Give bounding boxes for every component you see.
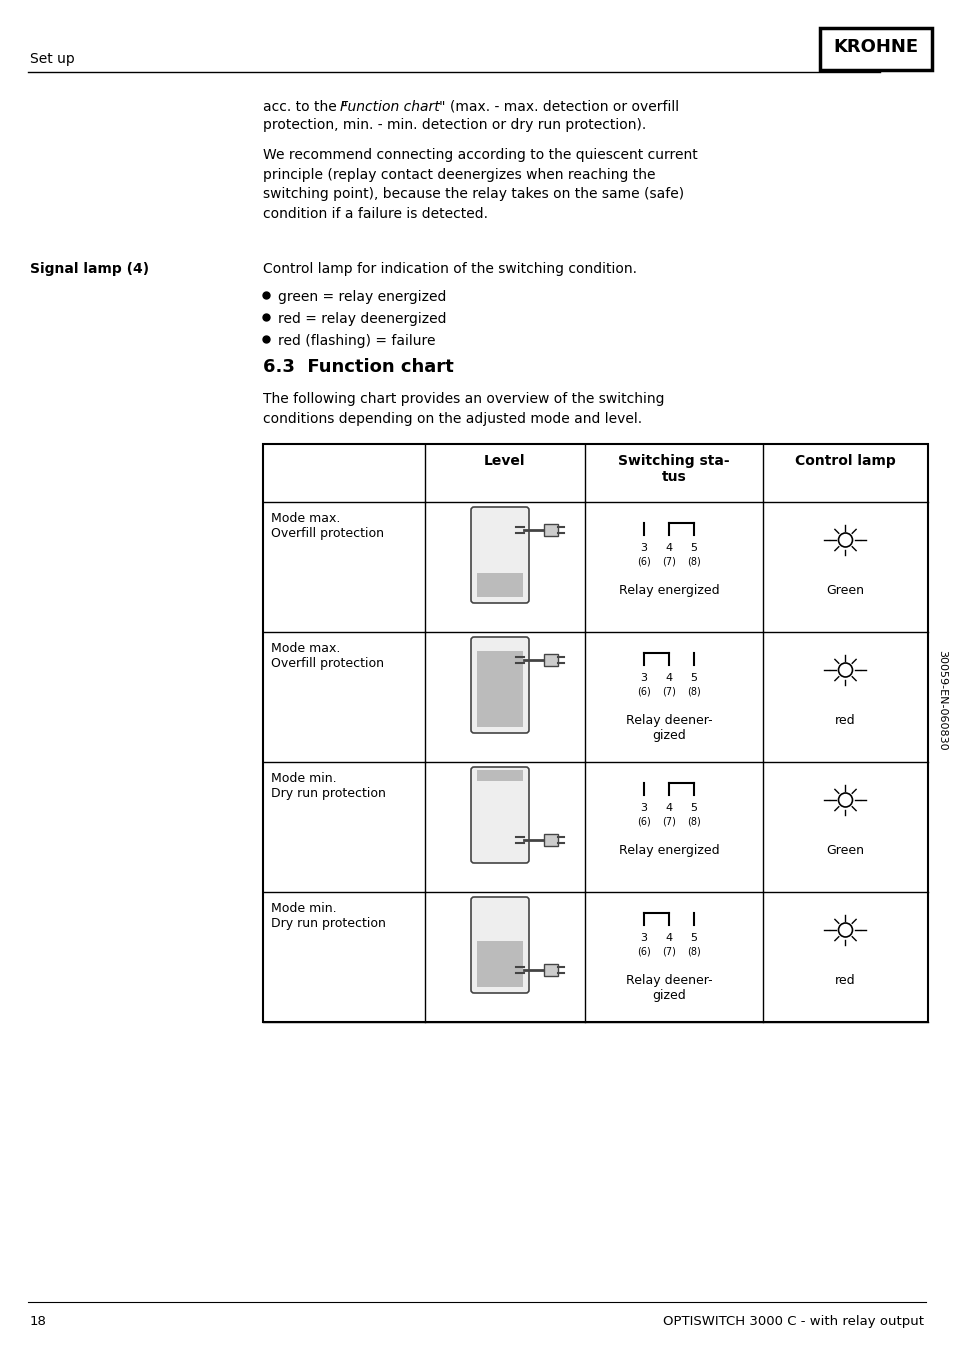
Text: Mode min.
Dry run protection: Mode min. Dry run protection [271, 772, 385, 800]
Bar [543, 654, 558, 665]
Text: 3: 3 [639, 544, 647, 553]
Bar [476, 573, 522, 598]
Text: red: red [834, 973, 855, 987]
Text: Signal lamp (4): Signal lamp (4) [30, 262, 149, 276]
Text: The following chart provides an overview of the switching
conditions depending o: The following chart provides an overview… [263, 392, 664, 426]
Text: green = relay energized: green = relay energized [277, 289, 446, 304]
Bar [543, 523, 558, 535]
Text: 3: 3 [639, 803, 647, 813]
Text: Mode min.
Dry run protection: Mode min. Dry run protection [271, 902, 385, 930]
Text: (6): (6) [637, 556, 650, 566]
Text: 5: 5 [690, 544, 697, 553]
Bar [543, 964, 558, 976]
Text: (7): (7) [661, 817, 676, 826]
Text: red = relay deenergized: red = relay deenergized [277, 312, 446, 326]
Text: 5: 5 [690, 933, 697, 942]
Text: (6): (6) [637, 817, 650, 826]
Text: 3: 3 [639, 673, 647, 683]
FancyBboxPatch shape [471, 507, 529, 603]
Text: Green: Green [825, 844, 863, 857]
Text: Relay deener-
gized: Relay deener- gized [625, 973, 712, 1002]
Text: acc. to the ": acc. to the " [263, 100, 347, 114]
Text: Control lamp for indication of the switching condition.: Control lamp for indication of the switc… [263, 262, 637, 276]
Text: 5: 5 [690, 803, 697, 813]
Text: Switching sta-
tus: Switching sta- tus [618, 454, 729, 484]
Text: (7): (7) [661, 685, 676, 696]
Text: (7): (7) [661, 946, 676, 956]
Bar [476, 650, 522, 727]
Text: We recommend connecting according to the quiescent current
principle (replay con: We recommend connecting according to the… [263, 147, 697, 220]
FancyBboxPatch shape [471, 767, 529, 863]
Text: Relay energized: Relay energized [618, 584, 719, 598]
Text: KROHNE: KROHNE [833, 38, 918, 55]
Text: Function chart: Function chart [339, 100, 439, 114]
Bar [476, 941, 522, 987]
Text: red (flashing) = failure: red (flashing) = failure [277, 334, 435, 347]
Text: Relay energized: Relay energized [618, 844, 719, 857]
Text: 30059-EN-060830: 30059-EN-060830 [936, 650, 946, 750]
Text: 3: 3 [639, 933, 647, 942]
Text: protection, min. - min. detection or dry run protection).: protection, min. - min. detection or dry… [263, 118, 645, 132]
Text: (8): (8) [686, 556, 700, 566]
Text: (6): (6) [637, 946, 650, 956]
Text: 5: 5 [690, 673, 697, 683]
Text: (6): (6) [637, 685, 650, 696]
Bar [263, 443, 927, 1022]
Text: Set up: Set up [30, 51, 74, 66]
FancyBboxPatch shape [471, 637, 529, 733]
Text: OPTISWITCH 3000 C - with relay output: OPTISWITCH 3000 C - with relay output [662, 1315, 923, 1328]
Bar [543, 834, 558, 846]
Text: 4: 4 [665, 673, 672, 683]
Text: Level: Level [484, 454, 525, 468]
Bar [476, 771, 522, 781]
Text: Green: Green [825, 584, 863, 598]
Text: " (max. - max. detection or overfill: " (max. - max. detection or overfill [438, 100, 679, 114]
Text: 4: 4 [665, 544, 672, 553]
Text: Control lamp: Control lamp [794, 454, 895, 468]
Text: 4: 4 [665, 803, 672, 813]
Text: 6.3  Function chart: 6.3 Function chart [263, 358, 454, 376]
Text: Mode max.
Overfill protection: Mode max. Overfill protection [271, 642, 384, 671]
Text: 4: 4 [665, 933, 672, 942]
Text: (8): (8) [686, 685, 700, 696]
Bar [820, 28, 931, 70]
Text: 18: 18 [30, 1315, 47, 1328]
Text: red: red [834, 714, 855, 727]
Text: Relay deener-
gized: Relay deener- gized [625, 714, 712, 742]
Text: (8): (8) [686, 817, 700, 826]
Text: (8): (8) [686, 946, 700, 956]
Text: Mode max.
Overfill protection: Mode max. Overfill protection [271, 512, 384, 539]
Text: (7): (7) [661, 556, 676, 566]
FancyBboxPatch shape [471, 896, 529, 992]
